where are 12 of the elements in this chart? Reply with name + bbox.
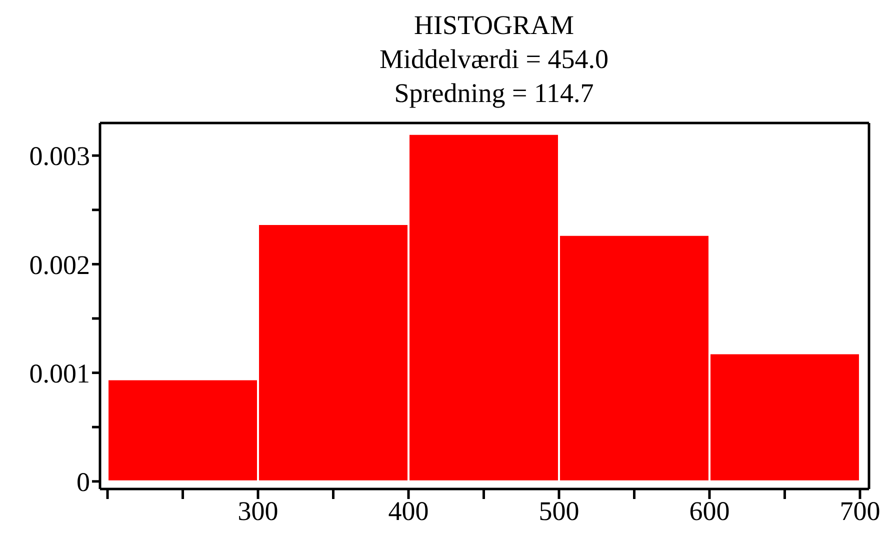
y-tick-label: 0.001 (29, 358, 90, 388)
chart-title: HISTOGRAM (412, 9, 576, 42)
text: Spredning = 114.7 (393, 77, 595, 110)
chart-subtitle: Middelværdi = 454.0 (378, 43, 610, 76)
y-tick-label: 0.002 (29, 250, 90, 280)
x-tick-label: 300 (238, 496, 278, 526)
x-tick-label: 400 (388, 496, 429, 526)
x-tick-label: 600 (689, 496, 730, 526)
x-tick-label: 700 (840, 496, 880, 526)
y-tick-label: 0.003 (29, 141, 90, 172)
x-tick-label: 500 (538, 496, 580, 526)
y-tick-label: 0 (76, 466, 90, 497)
